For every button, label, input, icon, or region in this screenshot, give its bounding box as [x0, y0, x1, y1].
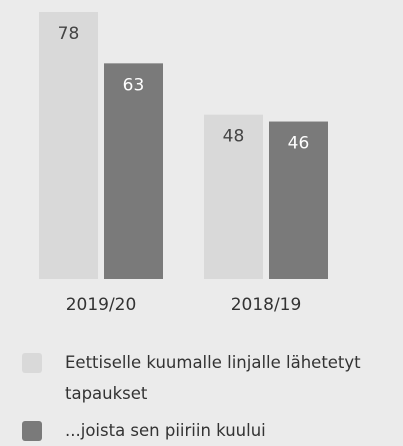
bar-2019-20-series-1	[39, 12, 98, 279]
bar-chart: 78 63 2019/20 48 46 2018/19	[39, 12, 328, 315]
bar-value-label: 78	[58, 24, 80, 44]
legend-swatch-reported-cases	[22, 353, 42, 373]
bar-2019-20-series-2	[104, 63, 163, 279]
bar-value-label: 48	[223, 127, 245, 147]
bar-2018-19-series-2	[269, 121, 328, 280]
bar-2018-19-series-1	[204, 114, 263, 279]
bar-value-label: 63	[123, 75, 145, 95]
legend-label-within-scope: ...joista sen piiriin kuului	[65, 421, 266, 440]
legend-swatch-within-scope	[22, 421, 42, 441]
legend-label-reported-cases: Eettiselle kuumalle linjalle lähetetyt t…	[65, 353, 361, 403]
bar-value-label: 46	[288, 134, 310, 154]
category-label: 2019/20	[66, 295, 137, 315]
category-label: 2018/19	[231, 295, 302, 315]
